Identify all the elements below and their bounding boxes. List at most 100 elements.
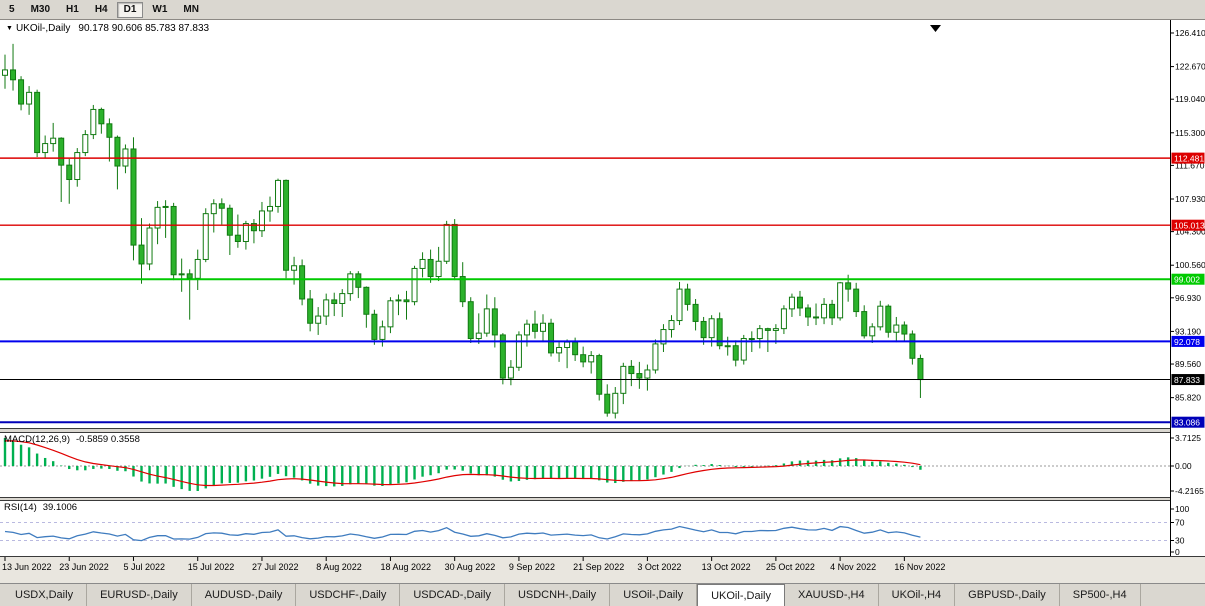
date-axis-label: 13 Oct 2022 <box>702 562 751 572</box>
timeframe-button-h1[interactable]: H1 <box>59 2 86 18</box>
candle-body <box>764 328 771 331</box>
candle-body <box>507 366 514 379</box>
chart-tab-audusd-daily[interactable]: AUDUSD-,Daily <box>192 584 297 606</box>
chart-tab-ukoil-h4[interactable]: UKOil-,H4 <box>879 584 956 606</box>
chart-tab-usoil-daily[interactable]: USOil-,Daily <box>610 584 698 606</box>
chart-tab-ukoil-daily[interactable]: UKOil-,Daily <box>697 584 785 606</box>
timeframe-button-h4[interactable]: H4 <box>88 2 115 18</box>
timeframe-button-mn[interactable]: MN <box>176 2 206 18</box>
candle-body <box>564 341 571 349</box>
chart-tab-eurusd-daily[interactable]: EURUSD-,Daily <box>87 584 192 606</box>
candle-body <box>668 320 675 331</box>
chart-tab-sp500-h4[interactable]: SP500-,H4 <box>1060 584 1141 606</box>
panel-splitter[interactable] <box>0 498 1205 501</box>
candle-body <box>114 136 121 167</box>
candle-body <box>491 308 498 336</box>
candle-body <box>34 91 41 154</box>
candle-body <box>612 392 619 414</box>
candle-body <box>90 108 97 136</box>
candle-body <box>234 234 241 242</box>
chart-tab-usdcnh-daily[interactable]: USDCNH-,Daily <box>505 584 611 606</box>
date-axis-label: 23 Jun 2022 <box>59 562 109 572</box>
rsi-axis-label: 30 <box>1175 536 1185 546</box>
candle-body <box>315 315 322 324</box>
candle-body <box>813 316 820 319</box>
candle-body <box>355 273 362 288</box>
candle-body <box>451 223 458 278</box>
candle-body <box>853 288 860 313</box>
candle-body <box>572 341 579 356</box>
macd-axis-label: -4.2165 <box>1175 486 1204 496</box>
timeframe-button-m30[interactable]: M30 <box>24 2 57 18</box>
candle-body <box>162 205 169 208</box>
chart-canvas[interactable]: 126.410 122.670 119.040 115.300 111.670 107.9… <box>0 20 1205 583</box>
candle-body <box>419 258 426 269</box>
chart-tab-usdx-daily[interactable]: USDX,Daily <box>2 584 88 606</box>
candle-body <box>676 288 683 322</box>
chart-background <box>0 20 1205 583</box>
date-axis-label: 21 Sep 2022 <box>573 562 624 572</box>
candle-body <box>411 267 418 303</box>
timeframe-button-d1[interactable]: D1 <box>116 1 144 18</box>
date-axis[interactable] <box>0 557 1205 583</box>
candle-body <box>548 322 555 354</box>
candle-body <box>845 282 852 290</box>
candle-body <box>748 338 755 341</box>
price-badge-83.086 <box>1171 416 1205 428</box>
candle-body <box>475 332 482 340</box>
timeframe-button-5[interactable]: 5 <box>2 2 22 18</box>
chart-tab-usdcad-daily[interactable]: USDCAD-,Daily <box>400 584 505 606</box>
candle-body <box>98 108 105 125</box>
price-axis-label: 96.930 <box>1175 293 1201 303</box>
date-axis-label: 18 Aug 2022 <box>380 562 431 572</box>
candle-body <box>387 300 394 328</box>
candle-body <box>242 223 249 242</box>
candle-body <box>531 323 538 332</box>
chart-tab-gbpusd-daily[interactable]: GBPUSD-,Daily <box>955 584 1060 606</box>
candle-body <box>138 244 145 265</box>
macd-axis-label: 3.7125 <box>1175 433 1201 443</box>
panel-splitter[interactable] <box>0 429 1205 433</box>
price-axis-label: 122.670 <box>1175 62 1205 72</box>
rsi-axis-label: 70 <box>1175 518 1185 528</box>
price-axis-label: 111.670 <box>1175 160 1205 170</box>
candle-body <box>821 303 828 319</box>
candle-body <box>877 305 884 328</box>
price-axis-label: 93.190 <box>1175 326 1201 336</box>
price-badge-99.002 <box>1171 273 1205 285</box>
candle-body <box>644 369 651 379</box>
candle-body <box>10 69 17 81</box>
chart-tab-xauusd-h4[interactable]: XAUUSD-,H4 <box>785 584 879 606</box>
candle-body <box>178 273 185 276</box>
candle-body <box>580 354 587 363</box>
price-badge-label: 112.481 <box>1174 154 1204 164</box>
chart-window: 126.410 122.670 119.040 115.300 111.670 107.9… <box>0 20 1205 583</box>
price-axis-label: 89.560 <box>1175 359 1201 369</box>
candle-body <box>250 223 257 232</box>
candle-body <box>772 328 779 331</box>
date-axis-label: 13 Jun 2022 <box>2 562 52 572</box>
candle-body <box>732 345 739 361</box>
candle-body <box>26 91 33 105</box>
candle-body <box>724 345 731 348</box>
price-axis-label: 126.410 <box>1175 28 1205 38</box>
candle-body <box>130 148 137 246</box>
macd-signal-line <box>5 440 921 487</box>
candle-body <box>2 69 8 76</box>
timeframe-button-w1[interactable]: W1 <box>145 2 174 18</box>
scroll-to-end-marker-icon[interactable] <box>930 25 941 32</box>
candle-body <box>684 288 691 305</box>
candle-body <box>427 258 434 278</box>
candle-body <box>339 293 346 304</box>
candle-body <box>515 334 522 368</box>
candle-body <box>652 343 659 371</box>
price-axis[interactable] <box>1171 20 1205 557</box>
rsi-axis-label: 100 <box>1175 504 1189 514</box>
chart-tab-usdchf-daily[interactable]: USDCHF-,Daily <box>296 584 401 606</box>
date-axis-label: 5 Jul 2022 <box>123 562 165 572</box>
candle-body <box>805 307 811 318</box>
candle-body <box>154 206 161 229</box>
candle-body <box>788 296 795 310</box>
price-axis-label: 115.300 <box>1175 128 1205 138</box>
price-axis-label: 100.560 <box>1175 260 1205 270</box>
